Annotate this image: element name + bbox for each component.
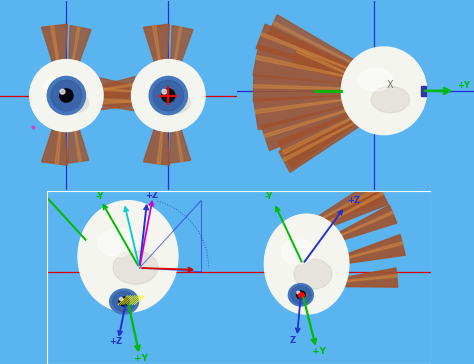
Polygon shape: [321, 205, 397, 246]
Polygon shape: [73, 127, 82, 162]
Polygon shape: [322, 211, 393, 244]
Polygon shape: [315, 186, 388, 232]
Polygon shape: [273, 21, 363, 69]
Polygon shape: [322, 275, 397, 284]
Text: X: X: [386, 80, 393, 90]
Ellipse shape: [51, 80, 82, 111]
Polygon shape: [68, 126, 89, 163]
Polygon shape: [254, 75, 364, 102]
Polygon shape: [157, 127, 163, 164]
Polygon shape: [51, 26, 59, 64]
Polygon shape: [316, 192, 383, 229]
Bar: [421, 86, 426, 95]
Polygon shape: [282, 112, 364, 154]
Polygon shape: [55, 127, 61, 164]
Polygon shape: [144, 126, 169, 165]
Polygon shape: [312, 188, 377, 224]
Text: +Z: +Z: [109, 337, 122, 346]
Ellipse shape: [291, 286, 311, 304]
Ellipse shape: [162, 89, 167, 94]
Ellipse shape: [119, 297, 123, 301]
Polygon shape: [174, 27, 182, 64]
Polygon shape: [98, 78, 136, 97]
Text: +Z: +Z: [347, 195, 360, 205]
Polygon shape: [291, 41, 356, 82]
Polygon shape: [261, 103, 360, 151]
Ellipse shape: [47, 76, 85, 115]
Ellipse shape: [264, 214, 349, 314]
Polygon shape: [42, 24, 67, 65]
Polygon shape: [326, 242, 402, 264]
Ellipse shape: [113, 292, 136, 312]
Ellipse shape: [98, 229, 138, 256]
Polygon shape: [268, 15, 364, 72]
Polygon shape: [311, 181, 383, 227]
Ellipse shape: [281, 239, 315, 264]
Polygon shape: [98, 88, 135, 92]
Polygon shape: [264, 106, 359, 138]
Text: +Z: +Z: [145, 191, 158, 200]
Polygon shape: [171, 25, 193, 65]
Polygon shape: [256, 24, 356, 76]
Text: +Y: +Y: [134, 354, 148, 363]
Polygon shape: [72, 27, 80, 64]
Text: -Y: -Y: [264, 192, 273, 201]
Polygon shape: [255, 98, 354, 114]
Polygon shape: [175, 127, 183, 162]
Ellipse shape: [162, 89, 175, 102]
Polygon shape: [69, 25, 91, 65]
Ellipse shape: [60, 89, 73, 102]
Polygon shape: [99, 94, 137, 111]
Polygon shape: [144, 24, 169, 65]
Ellipse shape: [296, 291, 305, 299]
Ellipse shape: [371, 86, 410, 113]
Ellipse shape: [113, 251, 158, 284]
Polygon shape: [322, 268, 398, 287]
Ellipse shape: [78, 201, 178, 312]
Ellipse shape: [297, 291, 300, 294]
Polygon shape: [99, 77, 137, 95]
Polygon shape: [100, 100, 135, 104]
Polygon shape: [254, 84, 364, 90]
Text: +Y: +Y: [312, 347, 327, 356]
Polygon shape: [42, 126, 67, 165]
Polygon shape: [254, 95, 355, 130]
Polygon shape: [253, 45, 360, 84]
Ellipse shape: [146, 78, 175, 95]
Ellipse shape: [149, 76, 187, 115]
Polygon shape: [277, 110, 365, 169]
Ellipse shape: [55, 92, 88, 114]
Polygon shape: [261, 33, 355, 72]
Text: +Y: +Y: [457, 82, 470, 90]
Text: Z: Z: [289, 336, 295, 345]
Polygon shape: [325, 235, 405, 266]
Ellipse shape: [153, 80, 183, 111]
Ellipse shape: [60, 89, 65, 94]
Ellipse shape: [358, 69, 392, 91]
Text: -Y: -Y: [95, 192, 104, 201]
Ellipse shape: [288, 284, 313, 306]
Ellipse shape: [157, 92, 191, 114]
Polygon shape: [100, 93, 136, 110]
Polygon shape: [256, 55, 359, 80]
Polygon shape: [99, 83, 136, 91]
Polygon shape: [100, 99, 137, 102]
Polygon shape: [153, 26, 161, 64]
Polygon shape: [170, 126, 191, 163]
Polygon shape: [283, 116, 367, 161]
Ellipse shape: [119, 297, 129, 306]
Ellipse shape: [29, 60, 103, 131]
Ellipse shape: [109, 289, 138, 314]
Ellipse shape: [294, 259, 332, 289]
Ellipse shape: [341, 47, 427, 135]
Ellipse shape: [44, 78, 74, 95]
Polygon shape: [297, 49, 355, 77]
Ellipse shape: [131, 60, 205, 131]
Polygon shape: [279, 114, 369, 172]
